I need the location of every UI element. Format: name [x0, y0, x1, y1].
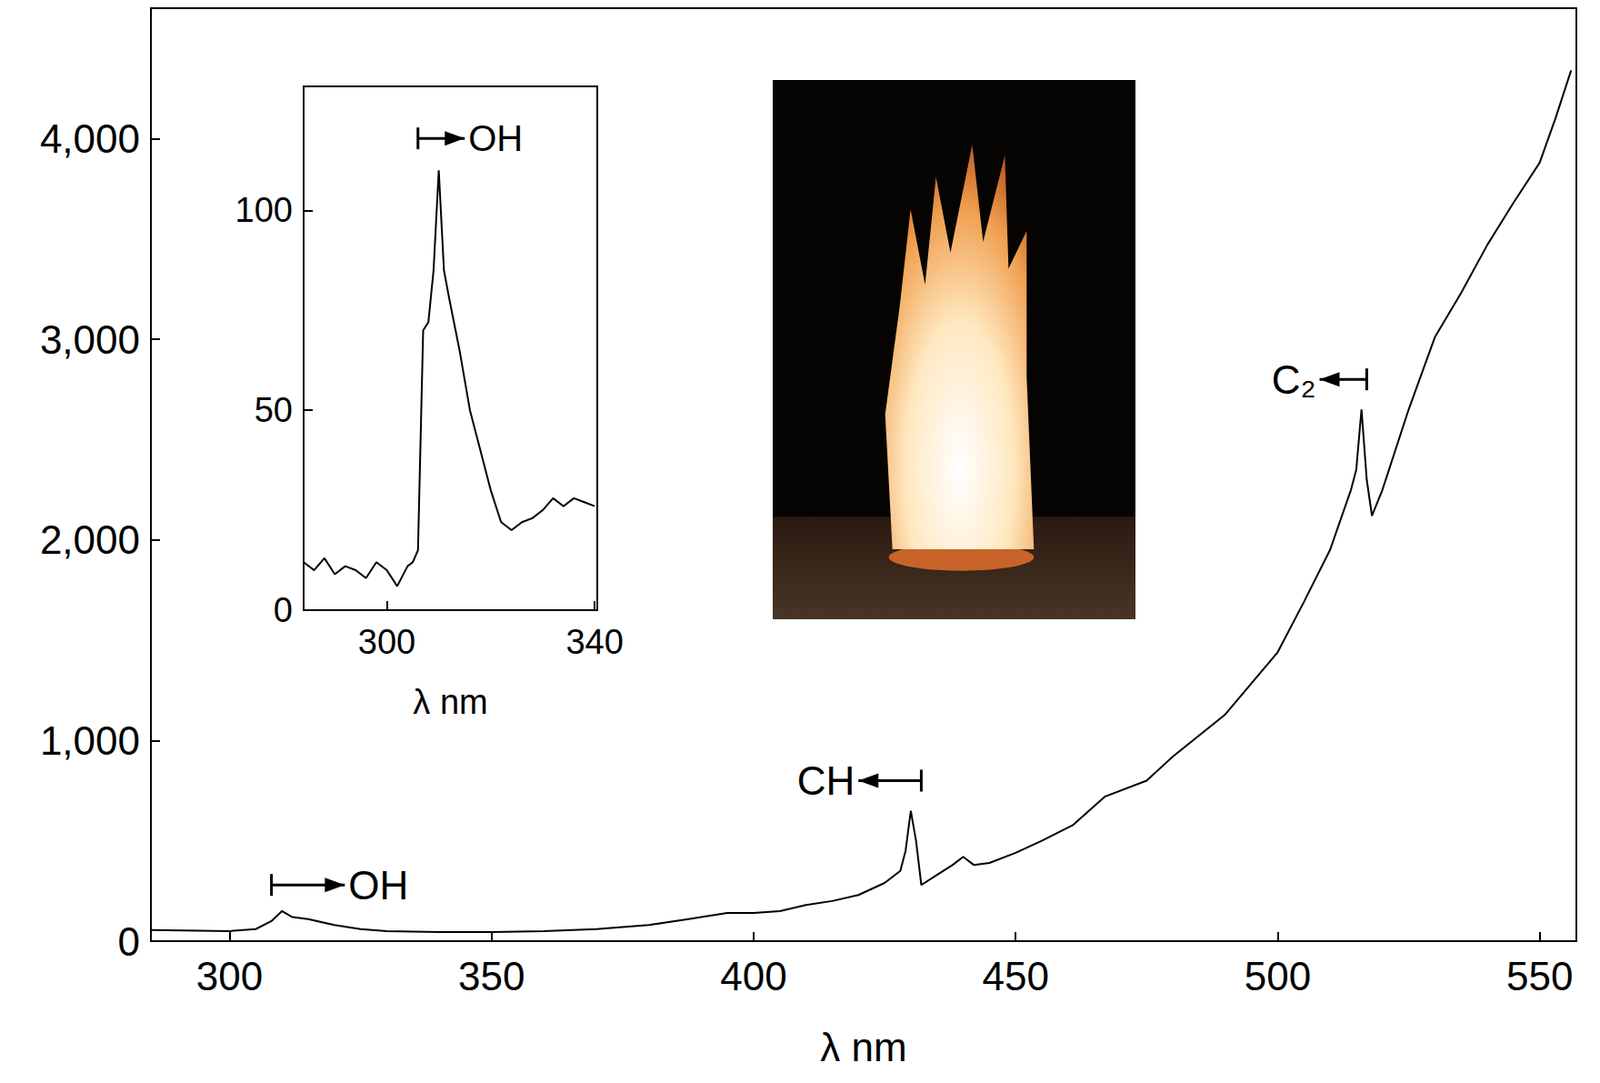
svg-text:50: 50 [254, 390, 293, 430]
svg-text:100: 100 [235, 190, 293, 230]
svg-text:OH: OH [348, 862, 409, 908]
svg-text:550: 550 [1506, 953, 1573, 999]
svg-text:500: 500 [1244, 953, 1311, 999]
svg-text:4,000: 4,000 [40, 116, 140, 161]
svg-text:λ nm: λ nm [820, 1024, 907, 1070]
svg-text:CH: CH [797, 758, 856, 803]
svg-text:3,000: 3,000 [40, 317, 140, 362]
svg-text:350: 350 [458, 953, 525, 999]
svg-text:400: 400 [720, 953, 787, 999]
svg-text:OH: OH [468, 118, 523, 159]
svg-text:0: 0 [273, 590, 293, 630]
svg-text:300: 300 [358, 622, 416, 661]
svg-text:λ nm: λ nm [412, 682, 488, 721]
svg-text:1,000: 1,000 [40, 718, 140, 763]
svg-text:340: 340 [565, 622, 623, 661]
svg-text:300: 300 [196, 953, 263, 999]
svg-text:0: 0 [118, 919, 140, 964]
svg-text:C₂: C₂ [1271, 357, 1317, 402]
svg-text:2,000: 2,000 [40, 517, 140, 562]
svg-text:450: 450 [981, 953, 1049, 999]
